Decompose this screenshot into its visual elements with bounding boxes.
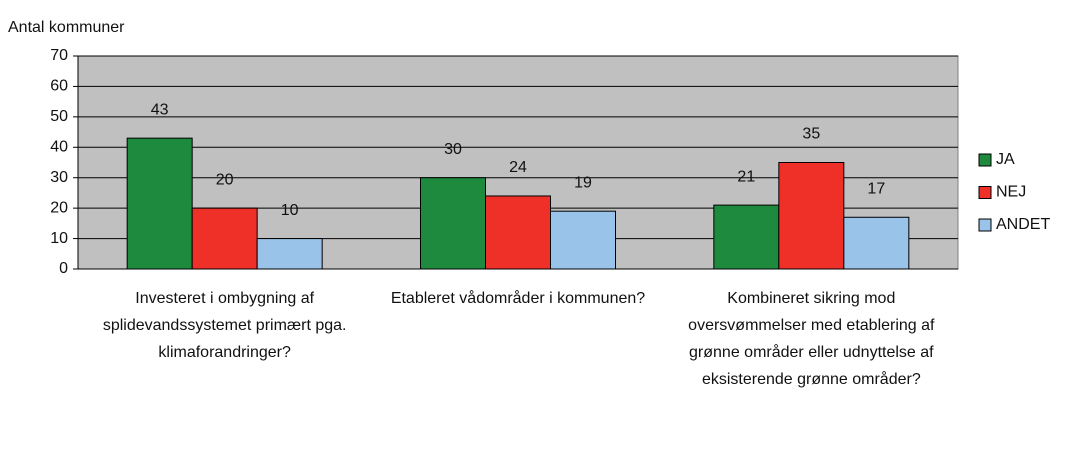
y-axis-title: Antal kommuner bbox=[8, 19, 125, 36]
data-label: 35 bbox=[802, 126, 820, 143]
legend-label: ANDET bbox=[996, 216, 1050, 233]
y-tick-label: 60 bbox=[50, 78, 68, 95]
data-label: 24 bbox=[509, 159, 527, 176]
y-tick-label: 50 bbox=[50, 108, 68, 125]
bar bbox=[778, 162, 845, 270]
data-label: 21 bbox=[737, 168, 755, 185]
bar bbox=[256, 238, 323, 270]
data-label: 17 bbox=[867, 180, 885, 197]
y-tick-label: 40 bbox=[50, 139, 68, 156]
y-tick-label: 0 bbox=[59, 260, 68, 277]
legend-swatch bbox=[978, 218, 992, 232]
bar bbox=[126, 137, 193, 270]
y-tick-label: 10 bbox=[50, 230, 68, 247]
y-tick-label: 30 bbox=[50, 169, 68, 186]
bar bbox=[550, 210, 616, 270]
data-label: 19 bbox=[574, 174, 592, 191]
data-label: 10 bbox=[281, 202, 299, 219]
legend-swatch bbox=[978, 186, 992, 199]
data-label: 20 bbox=[216, 171, 234, 188]
legend-swatch bbox=[978, 153, 992, 167]
data-label: 30 bbox=[444, 141, 462, 158]
x-tick-label: Etableret vådområder i kommunen? bbox=[390, 290, 646, 307]
legend-label: NEJ bbox=[996, 184, 1026, 201]
x-tick-label: Kombineret sikring mod oversvømmelser me… bbox=[688, 290, 935, 388]
bar bbox=[485, 195, 551, 270]
y-tick-label: 70 bbox=[50, 47, 68, 64]
bar bbox=[713, 204, 780, 270]
bar bbox=[843, 216, 910, 270]
y-tick-label: 20 bbox=[50, 199, 68, 216]
legend-label: JA bbox=[996, 151, 1015, 168]
bar bbox=[420, 177, 486, 270]
data-label: 43 bbox=[151, 101, 169, 118]
x-tick-label: Investeret i ombygning af splidevandssys… bbox=[102, 290, 347, 361]
bar bbox=[191, 207, 258, 270]
